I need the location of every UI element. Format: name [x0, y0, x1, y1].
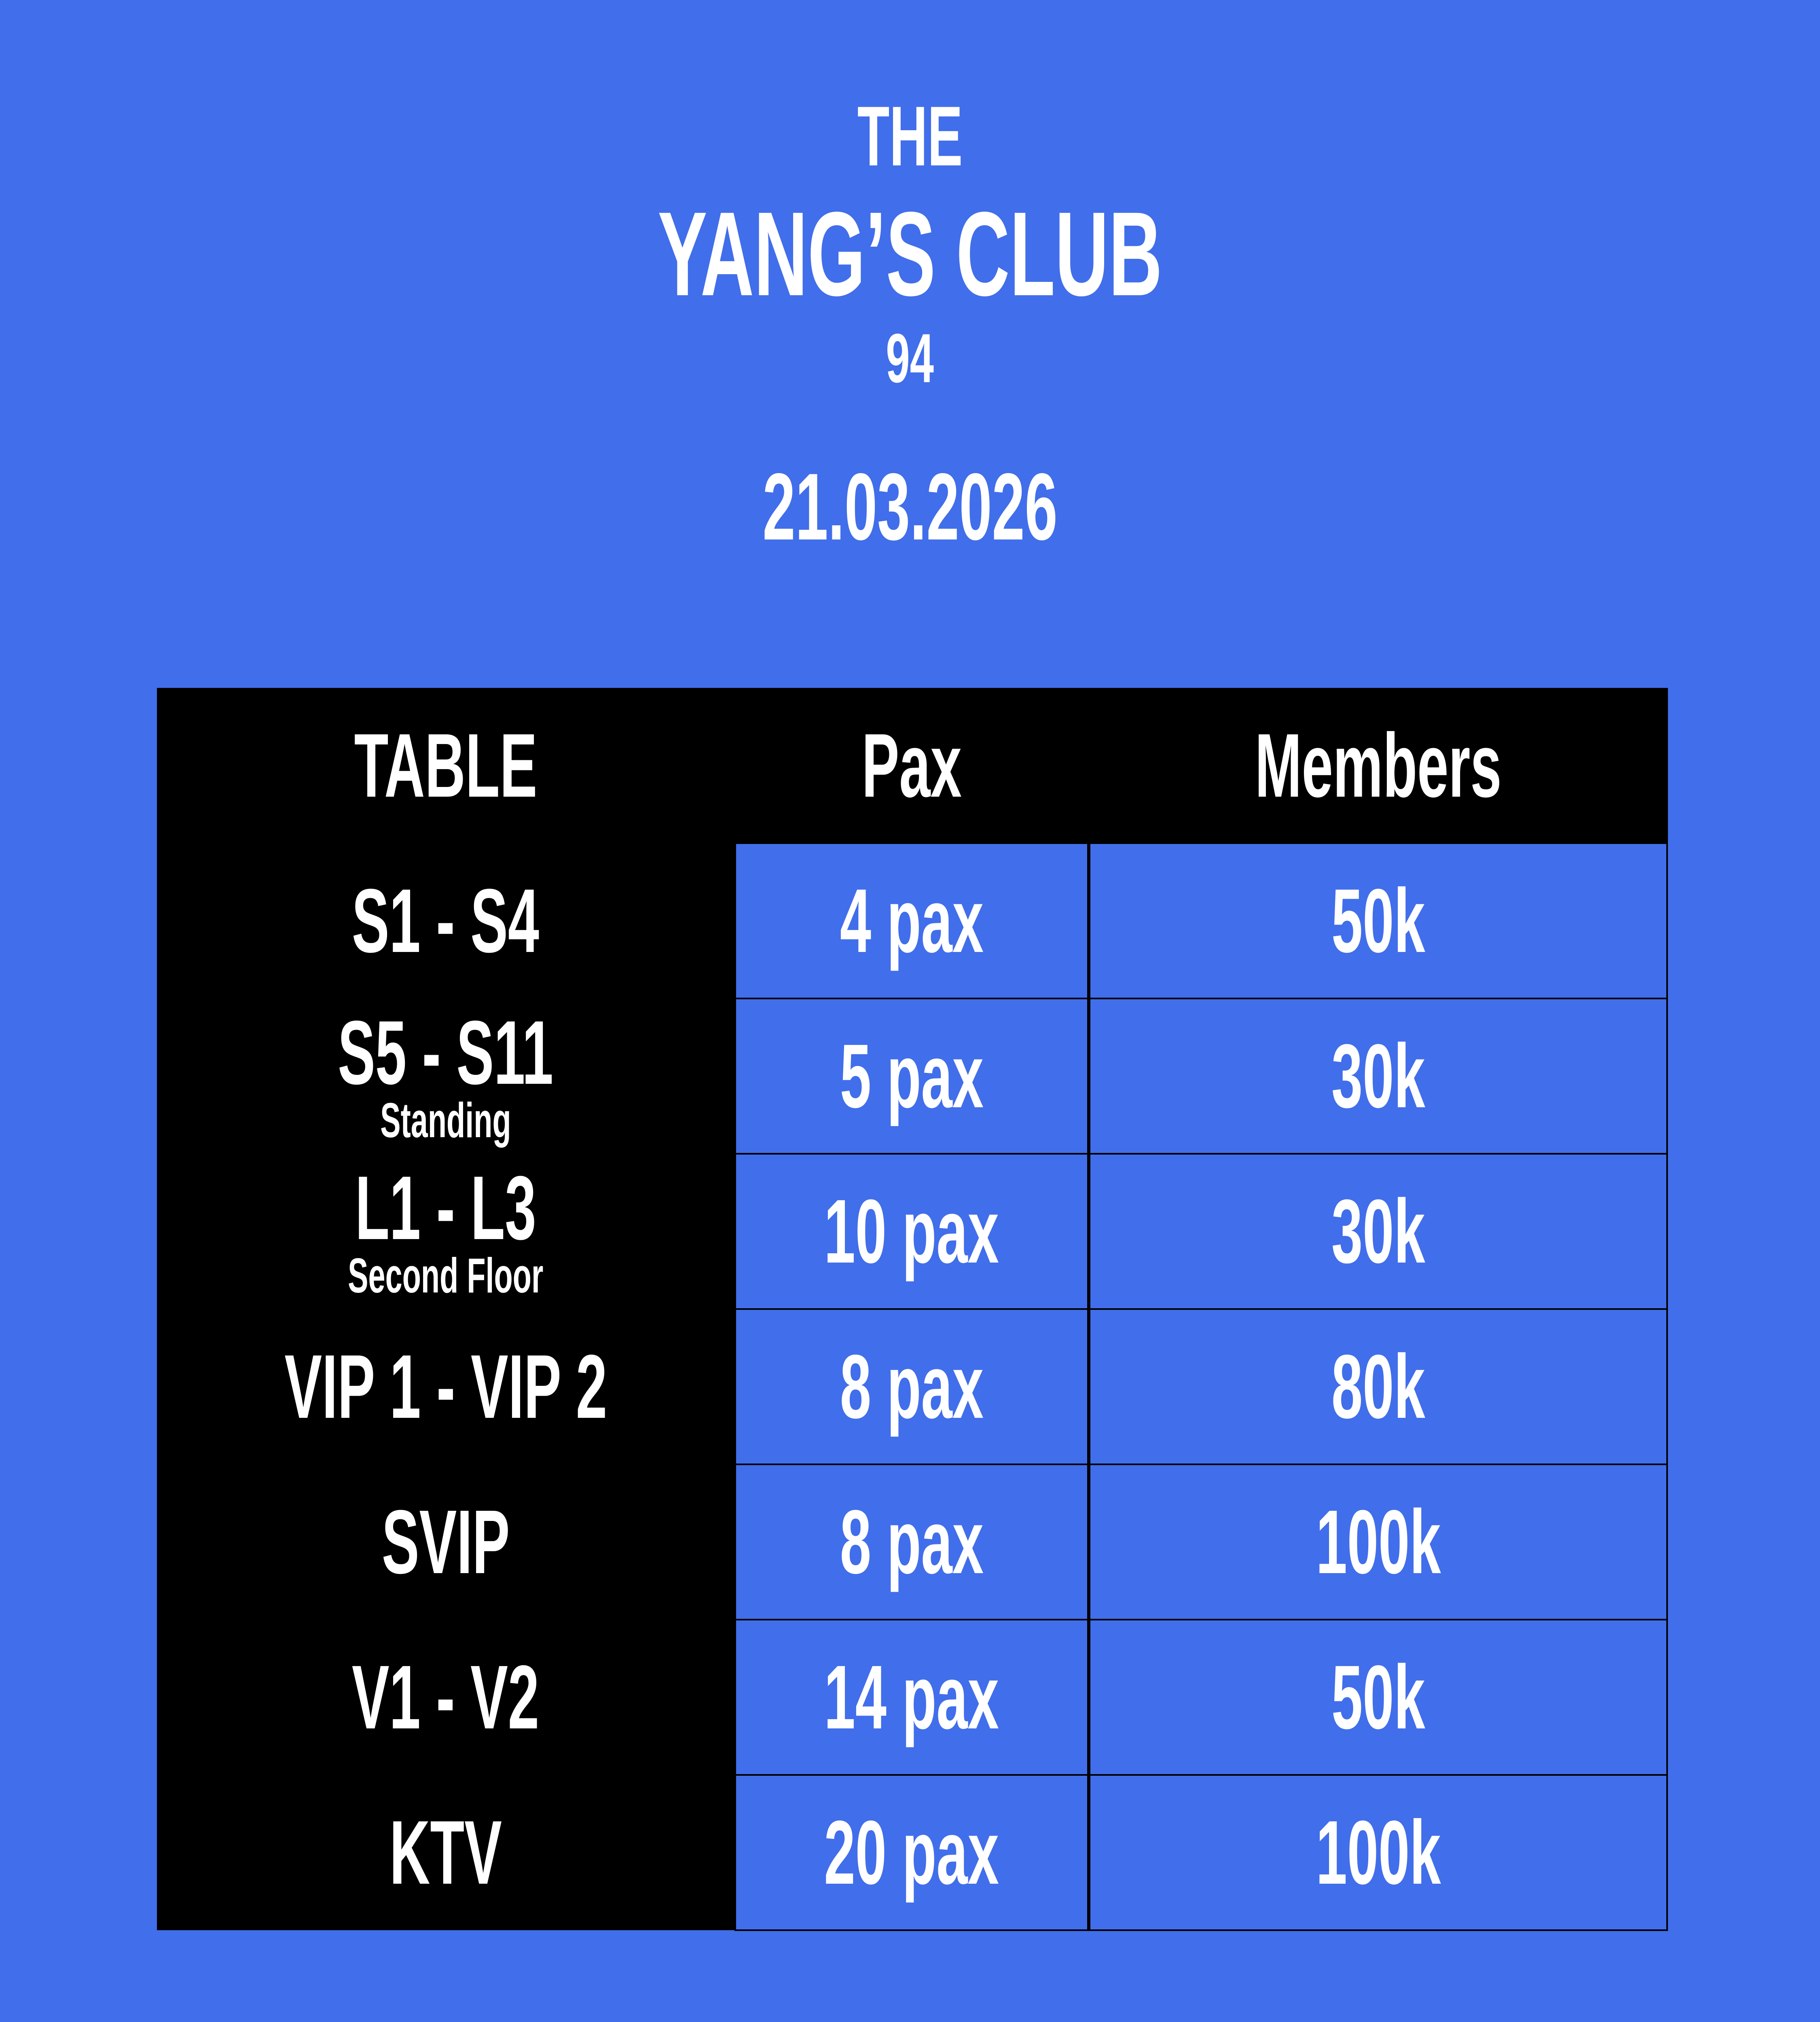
- table-name-cell: L1 - L3 Second Floor: [157, 1154, 734, 1309]
- pax-cell: 5 pax: [734, 998, 1089, 1155]
- club-number-text: 94: [886, 319, 934, 397]
- members-cell: 100k: [1089, 1774, 1668, 1931]
- members-price: 50k: [1331, 870, 1425, 971]
- pax-cell: 20 pax: [734, 1774, 1089, 1931]
- club-number: 94: [0, 324, 1820, 393]
- members-cell: 100k: [1089, 1464, 1668, 1620]
- table-note: Second Floor: [348, 1248, 544, 1303]
- pax-value: 8 pax: [840, 1491, 984, 1593]
- members-price: 50k: [1331, 1647, 1425, 1748]
- pax-cell: 10 pax: [734, 1153, 1089, 1310]
- pax-value: 8 pax: [840, 1336, 984, 1437]
- members-cell: 50k: [1089, 842, 1668, 999]
- price-table: TABLE Pax Members S1 - S4 4 pax 50k S5 - S1…: [157, 688, 1668, 1931]
- members-price: 100k: [1316, 1802, 1441, 1903]
- members-price: 100k: [1316, 1491, 1441, 1593]
- pax-cell: 14 pax: [734, 1619, 1089, 1776]
- members-price: 80k: [1331, 1336, 1425, 1437]
- table-name-cell: S1 - S4: [157, 843, 734, 998]
- pax-cell: 8 pax: [734, 1308, 1089, 1465]
- members-price: 30k: [1331, 1026, 1425, 1127]
- members-cell: 50k: [1089, 1619, 1668, 1776]
- header-table-label: TABLE: [354, 715, 538, 816]
- header-members-label: Members: [1255, 715, 1502, 816]
- table-note: Standing: [380, 1093, 511, 1148]
- members-cell: 80k: [1089, 1308, 1668, 1465]
- table-name-cell: V1 - V2: [157, 1620, 734, 1775]
- table-name: V1 - V2: [352, 1647, 540, 1748]
- table-row: KTV 20 pax 100k: [157, 1774, 1668, 1931]
- club-title-text: YANG’S CLUB: [658, 187, 1162, 321]
- club-title: YANG’S CLUB: [0, 194, 1820, 314]
- header-members: Members: [1089, 688, 1668, 843]
- pax-cell: 8 pax: [734, 1464, 1089, 1620]
- table-name: S1 - S4: [352, 870, 540, 971]
- table-name-cell: S5 - S11 Standing: [157, 998, 734, 1154]
- table-name-cell: KTV: [157, 1775, 734, 1930]
- pax-value: 5 pax: [840, 1026, 984, 1127]
- table-header-row: TABLE Pax Members: [157, 688, 1668, 843]
- members-cell: 30k: [1089, 1153, 1668, 1310]
- title-prefix-text: THE: [857, 89, 963, 184]
- header-pax-label: Pax: [861, 715, 962, 816]
- table-name: S5 - S11: [338, 1002, 554, 1103]
- table-row: V1 - V2 14 pax 50k: [157, 1619, 1668, 1776]
- event-date: 21.03.2026: [0, 459, 1820, 554]
- pax-value: 20 pax: [824, 1802, 999, 1903]
- members-price: 30k: [1331, 1181, 1425, 1282]
- pax-cell: 4 pax: [734, 842, 1089, 999]
- members-cell: 30k: [1089, 998, 1668, 1155]
- table-row: S5 - S11 Standing 5 pax 30k: [157, 998, 1668, 1155]
- title-prefix: THE: [0, 94, 1820, 179]
- pax-value: 4 pax: [840, 870, 984, 971]
- table-body: S1 - S4 4 pax 50k S5 - S11 Standing 5 pax 30k L…: [157, 842, 1668, 1931]
- header-pax: Pax: [734, 688, 1089, 843]
- table-row: L1 - L3 Second Floor 10 pax 30k: [157, 1153, 1668, 1310]
- header-table: TABLE: [157, 688, 734, 843]
- table-name: L1 - L3: [355, 1157, 536, 1258]
- table-row: VIP 1 - VIP 2 8 pax 80k: [157, 1308, 1668, 1465]
- pax-value: 14 pax: [824, 1647, 999, 1748]
- table-name: KTV: [389, 1802, 502, 1903]
- table-name-cell: VIP 1 - VIP 2: [157, 1309, 734, 1464]
- event-date-text: 21.03.2026: [762, 453, 1058, 560]
- table-name: SVIP: [381, 1491, 510, 1593]
- table-row: S1 - S4 4 pax 50k: [157, 842, 1668, 999]
- pax-value: 10 pax: [824, 1181, 999, 1282]
- table-row: SVIP 8 pax 100k: [157, 1464, 1668, 1620]
- table-name: VIP 1 - VIP 2: [284, 1336, 607, 1437]
- table-name-cell: SVIP: [157, 1464, 734, 1620]
